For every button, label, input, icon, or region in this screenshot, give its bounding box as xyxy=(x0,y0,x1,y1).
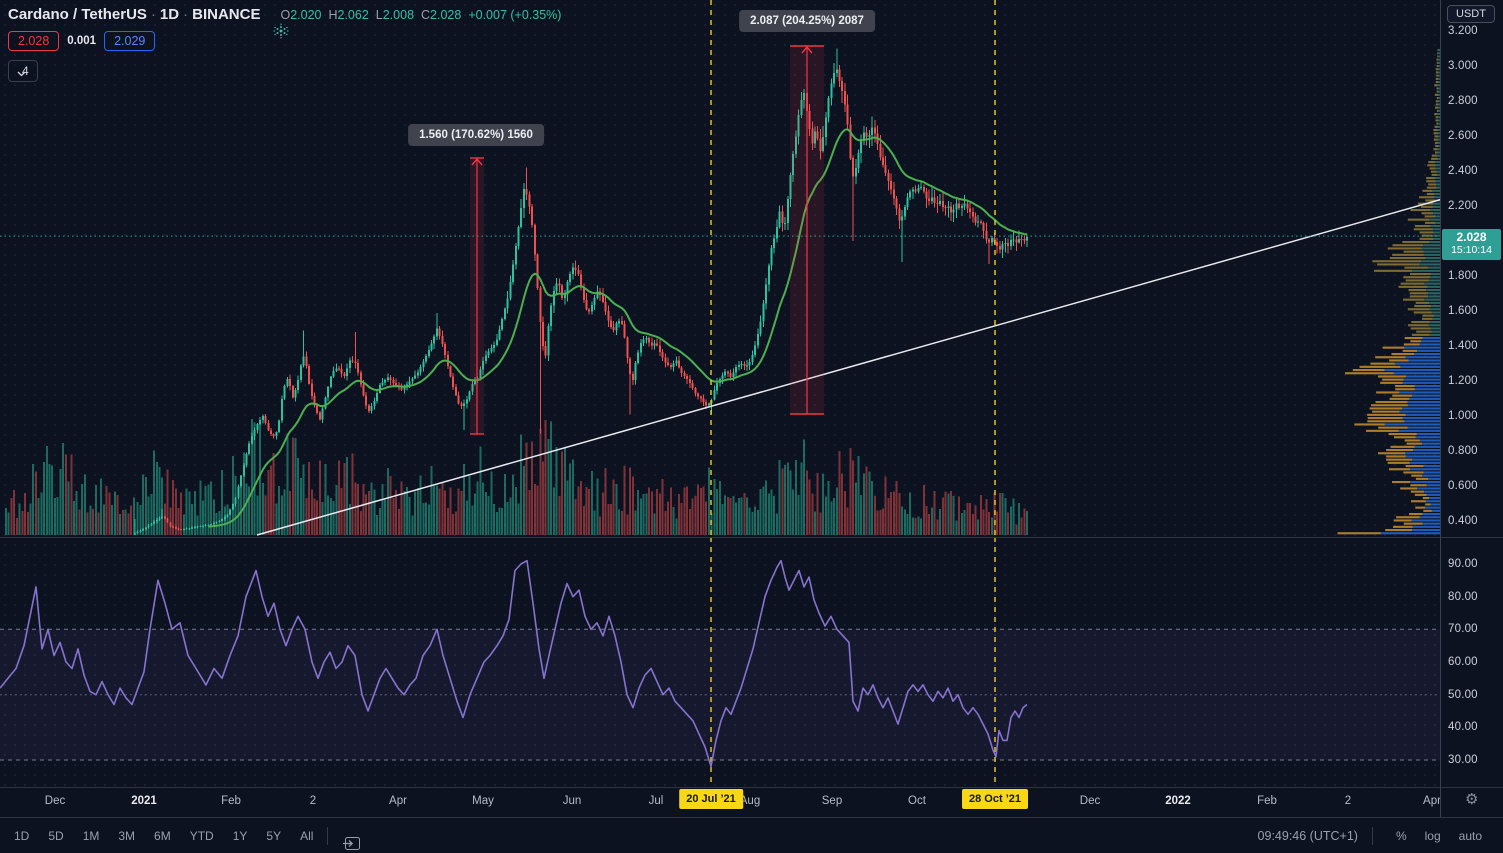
symbol-title-row: Cardano / TetherUS · 1D · BINANCE O2.020 H2.06… xyxy=(8,6,568,39)
time-tick-label: 2022 xyxy=(1165,795,1191,807)
time-tick-label: 2 xyxy=(1344,795,1352,807)
main-price-chart[interactable] xyxy=(0,0,1440,537)
toolbar-divider xyxy=(327,826,329,845)
symbol-name[interactable]: Cardano / TetherUS xyxy=(8,6,147,23)
range-button-1m[interactable]: 1M xyxy=(82,828,100,843)
change-value: +0.007 (+0.35%) xyxy=(468,8,562,22)
close-value: 2.028 xyxy=(430,8,462,22)
rsi-tick-label: 50.00 xyxy=(1448,688,1478,701)
time-tick-label: Apr xyxy=(389,795,407,807)
price-tick-label: 0.400 xyxy=(1448,515,1478,527)
time-tick-label: Apr xyxy=(1423,795,1440,807)
percent-scale-button[interactable]: % xyxy=(1395,828,1407,843)
price-tick-label: 0.800 xyxy=(1448,445,1478,457)
event-date-badge-2[interactable]: 28 Oct ’21 xyxy=(962,789,1028,809)
range-button-1d[interactable]: 1D xyxy=(14,828,30,843)
gear-icon[interactable]: ⚙ xyxy=(1465,791,1479,808)
spread-value: 0.001 xyxy=(67,35,97,47)
time-tick-label: Feb xyxy=(1257,795,1277,807)
rsi-tick-label: 70.00 xyxy=(1448,623,1478,636)
auto-scale-button[interactable]: auto xyxy=(1458,828,1482,843)
bottom-toolbar: 1D 5D 1M 3M 6M YTD 1Y 5Y All 09:49:46 (UTC+1) % … xyxy=(0,817,1503,853)
bar-countdown: 15:10:14 xyxy=(1451,244,1492,256)
high-value: 2.062 xyxy=(337,8,369,22)
rsi-tick-label: 80.00 xyxy=(1448,590,1478,603)
range-button-1y[interactable]: 1Y xyxy=(232,828,248,843)
separator-dot: · xyxy=(150,6,156,23)
range-button-6m[interactable]: 6M xyxy=(154,828,171,843)
price-tick-label: 0.600 xyxy=(1448,480,1478,492)
time-tick-label: May xyxy=(472,795,494,807)
time-tick-label: Dec xyxy=(1079,795,1101,807)
time-tick-label: 2021 xyxy=(131,795,157,807)
sell-button[interactable]: 2.028 xyxy=(8,31,60,51)
price-tick-label: 2.400 xyxy=(1448,165,1478,177)
last-price-badge: 2.028 15:10:14 xyxy=(1442,229,1501,260)
low-value: 2.008 xyxy=(382,8,415,22)
bid-ask-row: 2.028 0.001 2.029 xyxy=(8,31,156,51)
indicator-count: 4 xyxy=(22,64,29,78)
price-axis[interactable]: USDT 3.200 3.000 2.800 2.600 2.400 2.200 1.800… xyxy=(1440,0,1503,817)
range-button-ytd[interactable]: YTD xyxy=(189,828,214,843)
date-range-buttons: 1D 5D 1M 3M 6M YTD 1Y 5Y All xyxy=(0,829,313,843)
pane-divider[interactable] xyxy=(0,537,1503,538)
range-button-all[interactable]: All xyxy=(300,828,314,843)
last-price-value: 2.028 xyxy=(1456,230,1487,244)
time-tick-label: Feb xyxy=(221,795,241,807)
time-tick-label: Jun xyxy=(562,795,582,807)
price-tick-label: 2.600 xyxy=(1448,130,1478,142)
price-range-label-2[interactable]: 2.087 (204.25%) 2087 xyxy=(739,10,875,32)
open-value: 2.020 xyxy=(290,8,322,22)
exchange-label[interactable]: BINANCE xyxy=(192,6,261,23)
price-tick-label: 3.200 xyxy=(1448,25,1478,37)
rsi-tick-label: 30.00 xyxy=(1448,754,1478,766)
price-tick-label: 1.000 xyxy=(1448,410,1478,422)
price-tick-label: 2.800 xyxy=(1448,95,1478,107)
rsi-indicator-pane[interactable] xyxy=(0,537,1440,787)
currency-toggle-button[interactable]: USDT xyxy=(1447,5,1495,23)
time-tick-label: Oct xyxy=(908,795,926,807)
time-tick-label: Jul xyxy=(648,795,664,807)
session-clock[interactable]: 09:49:46 (UTC+1) xyxy=(1257,828,1358,843)
rsi-tick-label: 90.00 xyxy=(1448,558,1478,570)
range-button-3m[interactable]: 3M xyxy=(118,828,136,843)
toolbar-divider xyxy=(1371,826,1373,845)
range-button-5y[interactable]: 5Y xyxy=(266,828,282,843)
event-date-badge-1[interactable]: 20 Jul ’21 xyxy=(679,789,743,809)
ohlc-readout: O2.020 H2.062 L2.008 C2.028 +0.007 (+0.35%) xyxy=(280,8,568,22)
toolbar-right-group: 09:49:46 (UTC+1) % log auto xyxy=(1257,826,1503,845)
price-tick-label: 1.800 xyxy=(1448,270,1478,282)
range-button-5d[interactable]: 5D xyxy=(48,828,64,843)
time-tick-label: Sep xyxy=(821,795,843,807)
price-tick-label: 1.200 xyxy=(1448,375,1478,387)
rsi-tick-label: 40.00 xyxy=(1448,721,1478,734)
buy-button[interactable]: 2.029 xyxy=(104,31,156,51)
price-tick-label: 3.000 xyxy=(1448,60,1478,72)
separator-dot: · xyxy=(183,6,189,23)
time-tick-label: Aug xyxy=(739,795,761,807)
price-tick-label: 1.600 xyxy=(1448,305,1478,317)
indicators-collapse-button[interactable]: 4 xyxy=(8,60,38,82)
interval-label[interactable]: 1D xyxy=(159,6,180,23)
price-tick-label: 2.200 xyxy=(1448,200,1478,212)
price-tick-label: 1.400 xyxy=(1448,340,1478,352)
time-axis[interactable]: Dec 2021 Feb 2 Apr May Jun Jul Aug Sep Oct Dec 2022 F… xyxy=(0,787,1440,817)
rsi-tick-label: 60.00 xyxy=(1448,656,1478,668)
time-tick-label: 2 xyxy=(309,795,317,807)
price-range-label-1[interactable]: 1.560 (170.62%) 1560 xyxy=(408,124,544,146)
time-axis-divider xyxy=(0,787,1503,788)
time-tick-label: Dec xyxy=(44,795,66,807)
chart-dot-grid xyxy=(0,0,1440,787)
log-scale-button[interactable]: log xyxy=(1424,828,1441,843)
